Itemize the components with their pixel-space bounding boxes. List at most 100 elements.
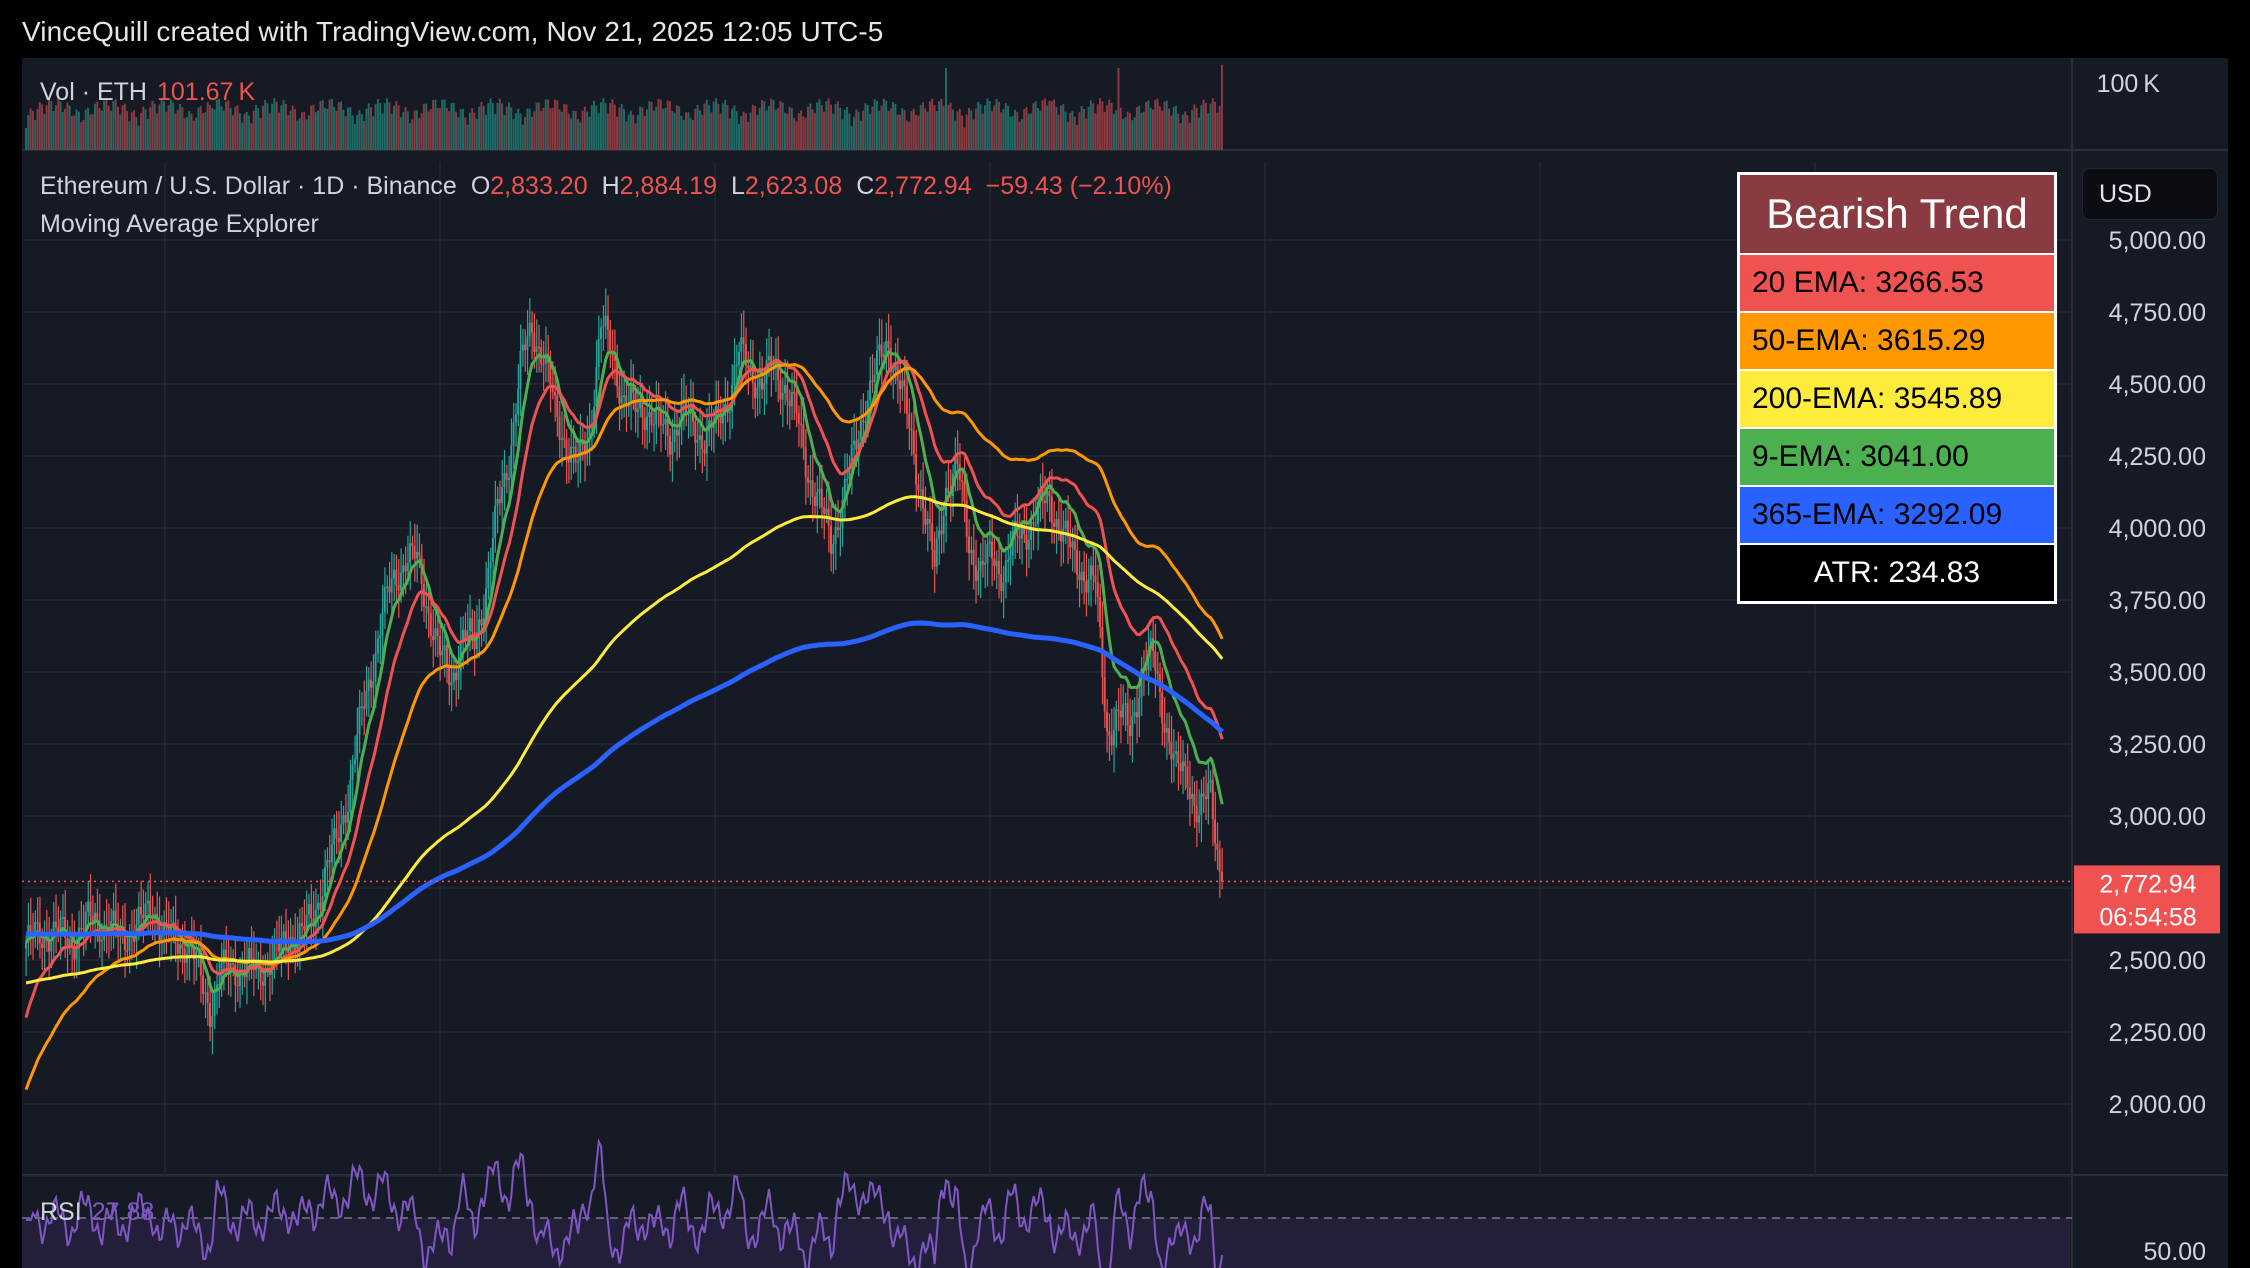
volume-bar <box>54 105 57 150</box>
volume-bar <box>1154 99 1157 150</box>
volume-bar <box>540 110 543 150</box>
volume-bar <box>634 123 637 150</box>
candle-body <box>1170 742 1173 760</box>
volume-bar <box>685 112 688 150</box>
symbol-title[interactable]: Ethereum / U.S. Dollar · 1D · Binance <box>40 172 457 200</box>
volume-bar <box>450 102 453 150</box>
volume-bar <box>218 98 221 150</box>
candle-body <box>864 421 867 423</box>
volume-bar <box>735 111 738 150</box>
candle-body <box>570 446 573 463</box>
volume-bar <box>618 107 621 150</box>
volume-bar <box>974 108 977 150</box>
candle-body <box>1188 787 1191 799</box>
candle-body <box>298 923 301 943</box>
volume-bar <box>949 102 952 150</box>
volume-bar <box>820 105 823 150</box>
volume-bar <box>204 112 207 150</box>
candle-body <box>50 939 53 952</box>
candle-body <box>436 628 439 637</box>
volume-bar <box>1165 100 1168 150</box>
volume-bar <box>632 114 635 150</box>
volume-bar <box>1066 121 1069 150</box>
candle-body <box>333 828 336 845</box>
volume-bar <box>43 113 46 150</box>
candle-body <box>862 420 865 422</box>
candle-body <box>533 332 536 352</box>
indicator-legend[interactable]: Moving Average Explorer <box>40 210 319 238</box>
volume-bar <box>491 102 494 150</box>
candle-body <box>445 645 448 666</box>
volume-bar <box>1200 105 1203 150</box>
candle-body <box>749 365 752 369</box>
volume-bar <box>740 116 743 150</box>
volume-bar <box>121 105 124 150</box>
candle-body <box>232 963 234 965</box>
volume-bar <box>114 99 117 150</box>
volume-bar <box>560 111 563 150</box>
volume-bar <box>887 110 890 150</box>
volume-bar <box>1198 117 1200 150</box>
volume-bar <box>310 105 313 150</box>
volume-bar <box>190 113 193 150</box>
candle-body <box>1080 571 1083 581</box>
candle-body <box>698 435 701 440</box>
currency-button[interactable]: USD <box>2082 168 2218 220</box>
candle-body <box>236 984 239 987</box>
volume-bar <box>238 113 241 150</box>
candle-body <box>905 386 908 414</box>
price-tick-label: 2,500.00 <box>2109 947 2206 975</box>
candle-body <box>958 464 961 481</box>
candle-body <box>818 488 821 493</box>
candle-body <box>358 706 361 735</box>
candle-body <box>565 439 568 459</box>
candle-body <box>1066 520 1069 537</box>
last-price-value: 2,772.94 <box>2099 870 2196 898</box>
candle-body <box>961 480 964 482</box>
volume-bar <box>89 114 92 150</box>
candle-body <box>1221 871 1223 882</box>
candle-body <box>296 942 299 952</box>
high-key: H <box>601 172 620 200</box>
candle-body <box>742 337 745 345</box>
open-key: O <box>470 172 491 200</box>
volume-bar <box>347 107 349 150</box>
volume-bar <box>531 116 533 150</box>
candle-body <box>926 519 929 525</box>
candle-body <box>597 338 600 368</box>
volume-bar <box>958 108 961 150</box>
legend-row-20-ema: 20 EMA: 3266.53 <box>1740 255 2054 313</box>
price-axis: 2,772.94 06:54:58 5,000.00 4,750.00 4,500.00… <box>22 70 2220 1266</box>
volume-bar <box>1007 105 1010 150</box>
candle-body <box>577 461 579 463</box>
volume-bar <box>399 117 402 150</box>
volume-bar <box>742 111 745 150</box>
candle-body <box>664 418 667 425</box>
volume-bar <box>140 112 142 150</box>
candle-body <box>563 438 566 440</box>
volume-bar <box>441 99 444 150</box>
volume-bar <box>284 103 287 150</box>
volume-bar <box>717 103 720 150</box>
volume-bar <box>227 100 230 150</box>
candle-body <box>84 911 87 931</box>
candle-body <box>935 538 938 567</box>
volume-bar <box>1099 98 1102 150</box>
volume-bar <box>692 120 694 150</box>
volume-bar <box>894 104 897 150</box>
candle-body <box>542 363 545 366</box>
volume-bar <box>802 116 805 150</box>
volume-bar <box>924 108 927 150</box>
candle-body <box>1126 703 1129 726</box>
volume-bar <box>903 110 906 150</box>
volume-bar <box>250 123 253 150</box>
volume-bar <box>61 111 64 150</box>
candle-body <box>386 586 389 588</box>
candle-body <box>968 536 970 554</box>
volume-bar <box>625 121 628 150</box>
volume-bar <box>356 115 359 150</box>
candle-body <box>963 481 966 501</box>
candle-body <box>466 630 469 640</box>
volume-bar <box>588 116 591 150</box>
